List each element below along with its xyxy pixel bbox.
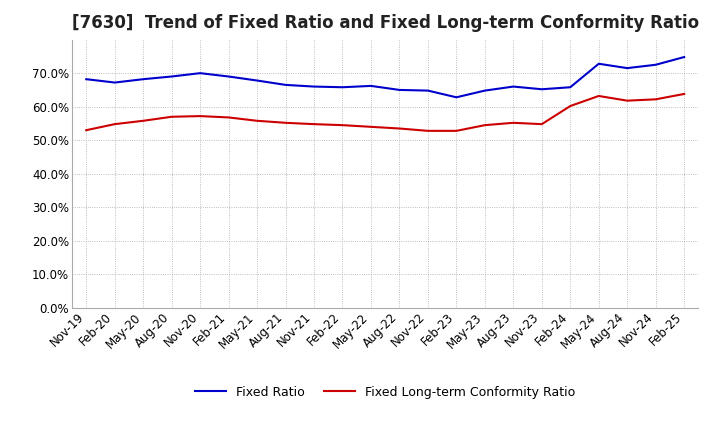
Fixed Long-term Conformity Ratio (338, 122, 347, 128)
Fixed Long-term Conformity Ratio (366, 124, 375, 129)
Fixed Ratio (423, 88, 432, 93)
Fixed Ratio (566, 84, 575, 90)
Fixed Ratio (366, 83, 375, 88)
Fixed Long-term Conformity Ratio (167, 114, 176, 119)
Fixed Long-term Conformity Ratio (509, 120, 518, 125)
Fixed Long-term Conformity Ratio (623, 98, 631, 103)
Fixed Long-term Conformity Ratio (310, 121, 318, 127)
Fixed Ratio (537, 87, 546, 92)
Fixed Long-term Conformity Ratio (652, 97, 660, 102)
Fixed Long-term Conformity Ratio (423, 128, 432, 133)
Fixed Ratio (82, 77, 91, 82)
Fixed Long-term Conformity Ratio (452, 128, 461, 133)
Fixed Ratio (623, 66, 631, 71)
Fixed Ratio (110, 80, 119, 85)
Fixed Ratio (595, 61, 603, 66)
Fixed Ratio (509, 84, 518, 89)
Fixed Ratio (680, 55, 688, 60)
Fixed Long-term Conformity Ratio (595, 93, 603, 99)
Fixed Ratio (253, 78, 261, 83)
Fixed Ratio (452, 95, 461, 100)
Fixed Long-term Conformity Ratio (395, 126, 404, 131)
Line: Fixed Long-term Conformity Ratio: Fixed Long-term Conformity Ratio (86, 94, 684, 131)
Legend: Fixed Ratio, Fixed Long-term Conformity Ratio: Fixed Ratio, Fixed Long-term Conformity … (190, 381, 580, 404)
Fixed Ratio (139, 77, 148, 82)
Fixed Ratio (196, 70, 204, 76)
Fixed Ratio (310, 84, 318, 89)
Line: Fixed Ratio: Fixed Ratio (86, 57, 684, 97)
Fixed Long-term Conformity Ratio (225, 115, 233, 120)
Fixed Long-term Conformity Ratio (566, 103, 575, 109)
Fixed Long-term Conformity Ratio (680, 92, 688, 97)
Fixed Ratio (338, 84, 347, 90)
Title: [7630]  Trend of Fixed Ratio and Fixed Long-term Conformity Ratio: [7630] Trend of Fixed Ratio and Fixed Lo… (71, 15, 699, 33)
Fixed Ratio (652, 62, 660, 67)
Fixed Long-term Conformity Ratio (253, 118, 261, 124)
Fixed Ratio (282, 82, 290, 88)
Fixed Long-term Conformity Ratio (480, 122, 489, 128)
Fixed Long-term Conformity Ratio (110, 121, 119, 127)
Fixed Long-term Conformity Ratio (282, 120, 290, 125)
Fixed Long-term Conformity Ratio (537, 121, 546, 127)
Fixed Long-term Conformity Ratio (82, 128, 91, 133)
Fixed Long-term Conformity Ratio (196, 114, 204, 119)
Fixed Ratio (167, 74, 176, 79)
Fixed Ratio (225, 74, 233, 79)
Fixed Ratio (480, 88, 489, 93)
Fixed Long-term Conformity Ratio (139, 118, 148, 124)
Fixed Ratio (395, 87, 404, 92)
